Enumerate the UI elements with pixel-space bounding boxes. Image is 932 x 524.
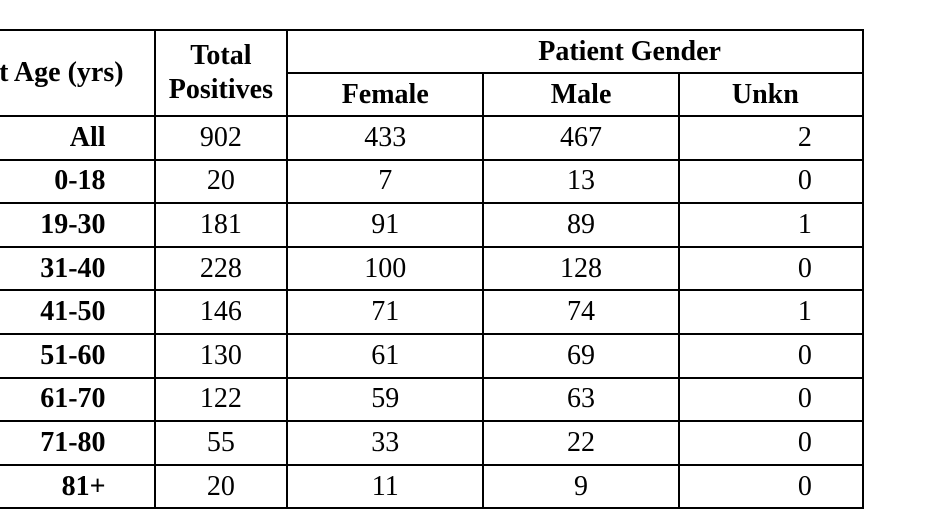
total-positives-cell: 122: [153, 376, 289, 423]
total-positives-header: Total Positives: [153, 29, 289, 117]
unknown-cell: 0: [677, 245, 865, 292]
age-cell: 41-50: [0, 289, 156, 335]
unknown-cell: 0: [677, 463, 865, 510]
total-positives-cell: 902: [153, 115, 289, 161]
age-cell: 19-30: [0, 202, 156, 248]
female-cell: 433: [286, 115, 485, 161]
total-header-line2: Positives: [168, 74, 273, 105]
total-positives-cell: 55: [153, 420, 289, 466]
table-row: 71-80 55 33 22 0: [0, 420, 865, 466]
female-cell: 71: [286, 289, 485, 335]
table-row: 61-70 122 59 63 0: [0, 376, 865, 423]
table-row: 0-18 20 7 13 0: [0, 158, 865, 205]
female-cell: 100: [286, 245, 485, 292]
unknown-cell: 0: [677, 420, 865, 466]
male-header: Male: [482, 72, 680, 117]
age-cell: 0-18: [0, 158, 156, 205]
positives-by-age-gender-table: nt Age (yrs) Total Positives Patient Gen…: [0, 29, 865, 510]
age-cell: 81+: [0, 463, 156, 510]
male-cell: 9: [482, 463, 680, 510]
table-row: 81+ 20 11 9 0: [0, 463, 865, 510]
age-cell: 31-40: [0, 245, 156, 292]
age-header: nt Age (yrs): [0, 29, 156, 117]
table-row: 51-60 130 61 69 0: [0, 332, 865, 379]
table-body: All 902 433 467 2 0-18 20 7 13 0 19-30 181 91 89 1 31-4…: [0, 115, 865, 510]
female-cell: 91: [286, 202, 485, 248]
table-row: 31-40 228 100 128 0: [0, 245, 865, 292]
header-row-2: Female Male Unkn: [0, 72, 865, 117]
total-positives-cell: 181: [153, 202, 289, 248]
total-positives-cell: 130: [153, 332, 289, 379]
male-cell: 69: [482, 332, 680, 379]
female-header: Female: [286, 72, 485, 117]
male-cell: 74: [482, 289, 680, 335]
unknown-cell: 0: [677, 332, 865, 379]
age-cell: 51-60: [0, 332, 156, 379]
male-cell: 467: [482, 115, 680, 161]
unknown-cell: 2: [677, 115, 865, 161]
total-header-line1: Total: [190, 40, 252, 71]
table-row: All 902 433 467 2: [0, 115, 865, 161]
unknown-cell: 0: [677, 158, 865, 205]
unknown-cell: 1: [677, 289, 865, 335]
unknown-cell: 1: [677, 202, 865, 248]
male-cell: 63: [482, 376, 680, 423]
unknown-cell: 0: [677, 376, 865, 423]
female-cell: 59: [286, 376, 485, 423]
female-cell: 61: [286, 332, 485, 379]
female-cell: 7: [286, 158, 485, 205]
female-cell: 33: [286, 420, 485, 466]
male-cell: 22: [482, 420, 680, 466]
table-row: 19-30 181 91 89 1: [0, 202, 865, 248]
unknown-header: Unkn: [677, 72, 865, 117]
age-cell: All: [0, 115, 156, 161]
age-cell: 71-80: [0, 420, 156, 466]
table-row: 41-50 146 71 74 1: [0, 289, 865, 335]
patient-gender-header: Patient Gender: [286, 29, 864, 74]
total-positives-cell: 146: [153, 289, 289, 335]
male-cell: 13: [482, 158, 680, 205]
female-cell: 11: [286, 463, 485, 510]
male-cell: 128: [482, 245, 680, 292]
header-row-1: nt Age (yrs) Total Positives Patient Gen…: [0, 29, 864, 117]
male-cell: 89: [482, 202, 680, 248]
total-positives-cell: 228: [153, 245, 289, 292]
total-positives-cell: 20: [153, 158, 289, 205]
total-positives-cell: 20: [153, 463, 289, 510]
age-cell: 61-70: [0, 376, 156, 423]
